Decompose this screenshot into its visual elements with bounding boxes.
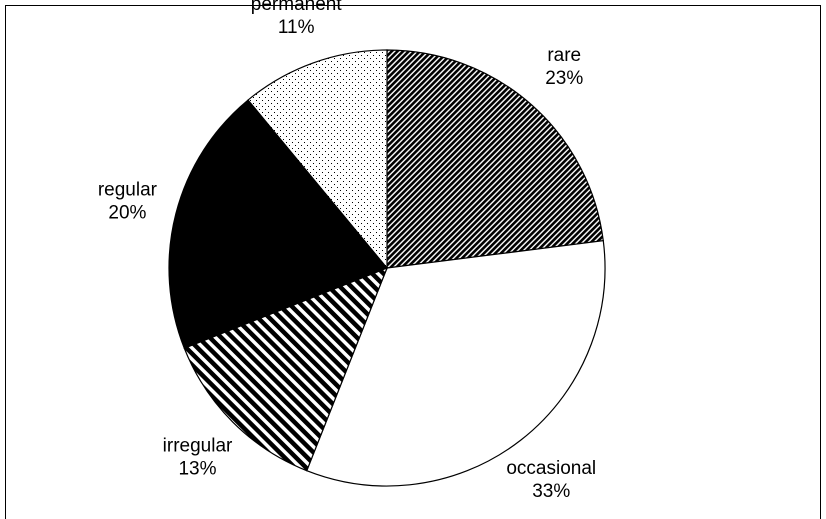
chart-frame xyxy=(5,5,821,519)
value-label: 13% xyxy=(178,459,216,480)
pie-slice xyxy=(247,49,388,270)
slice-label: regular xyxy=(98,179,158,200)
value-label: 20% xyxy=(108,202,146,223)
slice-label: rare xyxy=(547,45,581,66)
slice-label: irregular xyxy=(163,436,233,457)
value-label: 23% xyxy=(545,68,583,89)
slice-label: occasional xyxy=(506,458,596,479)
value-label: 11% xyxy=(278,17,315,38)
pie-slice xyxy=(183,266,389,472)
pie-slice xyxy=(168,99,388,350)
pie-slice xyxy=(386,49,604,269)
pie-slice xyxy=(305,240,606,487)
value-label: 33% xyxy=(532,481,570,502)
slice-label: permanent xyxy=(251,0,343,15)
